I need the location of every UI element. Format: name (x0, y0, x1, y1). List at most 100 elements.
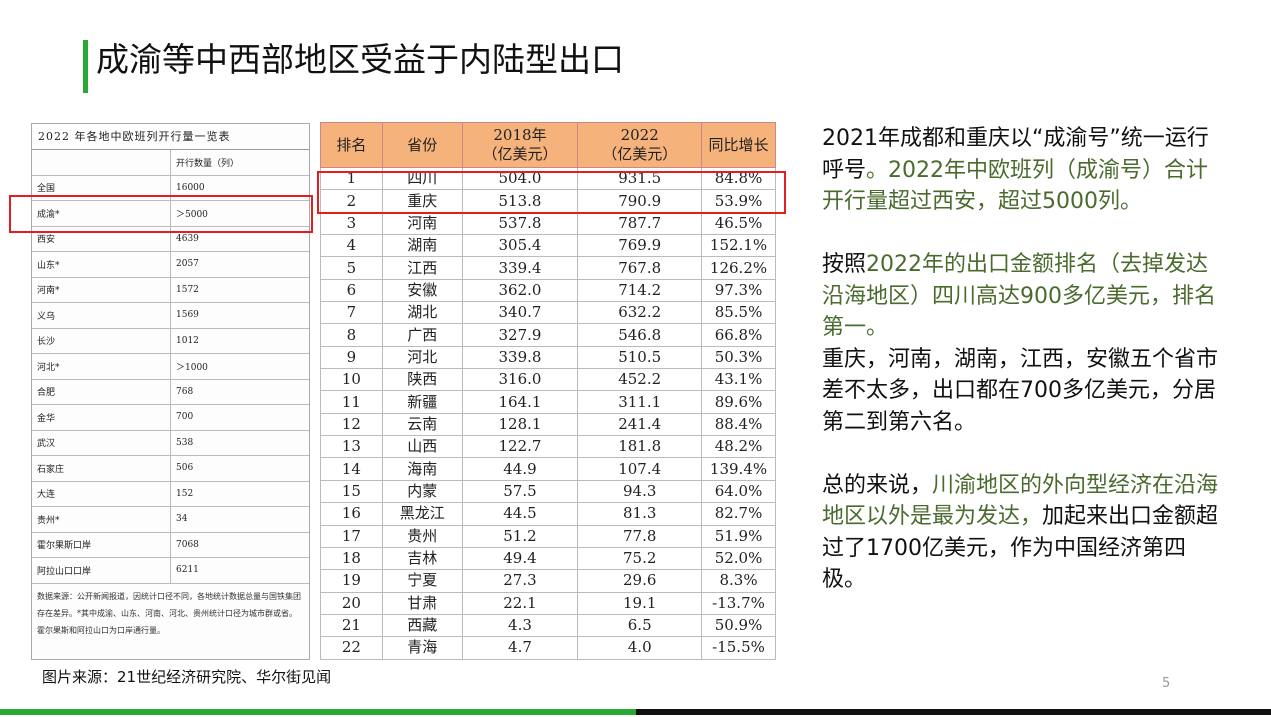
rank-cell: 15 (320, 479, 383, 504)
left-table-title: 2022 年各地中欧班列开行量一览表 (32, 124, 309, 150)
paragraph-2: 按照2022年的出口金额排名（去掉发达沿海地区）四川高达900多亿美元，排名第一… (822, 249, 1222, 344)
province-cell: 贵州 (381, 524, 463, 548)
left-table-count: ＞1000 (176, 362, 208, 373)
value-2022-cell: 19.1 (577, 591, 703, 615)
rank-cell: 12 (320, 412, 383, 437)
rank-cell: 18 (320, 546, 383, 571)
left-table-row: 贵州* 34 (32, 507, 309, 533)
rank-cell: 11 (320, 390, 383, 414)
left-table-row: 金华 700 (32, 405, 309, 431)
highlight-box-chengyu (9, 195, 313, 233)
left-table-count: 538 (176, 437, 194, 448)
value-2022-cell: 94.3 (577, 479, 703, 504)
table-row: 16 黑龙江 44.5 81.3 82.7% (320, 502, 776, 526)
value-2022-cell: 311.1 (577, 390, 703, 414)
province-cell: 云南 (381, 412, 463, 437)
p1-highlight: 。2022年中欧班列（成渝号）合计开行量超过西安，超过5000列。 (822, 157, 1209, 215)
value-2022-cell: 546.8 (577, 323, 703, 347)
value-2018-cell: 316.0 (461, 368, 579, 392)
province-cell: 西藏 (381, 613, 463, 638)
header-rank: 排名 (320, 122, 383, 168)
growth-cell: 53.9% (701, 189, 776, 213)
rank-cell: 22 (320, 636, 383, 660)
page-number: 5 (1162, 676, 1171, 691)
value-2022-cell: 77.8 (577, 524, 703, 548)
province-cell: 安徽 (381, 278, 463, 303)
table-row: 17 贵州 51.2 77.8 51.9% (320, 524, 776, 548)
province-cell: 山西 (381, 435, 463, 459)
rank-cell: 8 (320, 323, 383, 347)
rank-cell: 3 (320, 211, 383, 236)
value-2022-cell: 632.2 (577, 301, 703, 325)
growth-cell: 46.5% (701, 211, 776, 236)
left-table-count: 6211 (176, 565, 199, 576)
rank-cell: 7 (320, 301, 383, 325)
growth-cell: 89.6% (701, 390, 776, 414)
growth-cell: 152.1% (701, 234, 776, 258)
growth-cell: 50.3% (701, 345, 776, 370)
rank-cell: 13 (320, 435, 383, 459)
table-row: 21 西藏 4.3 6.5 50.9% (320, 613, 776, 638)
value-2022-cell: 510.5 (577, 345, 703, 370)
value-2018-cell: 4.3 (461, 613, 579, 638)
province-cell: 内蒙 (381, 479, 463, 504)
left-table-header-cell (32, 150, 171, 175)
p4-text: 总的来说， (822, 472, 933, 498)
left-table-row: 大连 152 (32, 481, 309, 507)
value-2018-cell: 44.9 (461, 457, 579, 481)
left-table-count: 7068 (176, 539, 199, 550)
table-row: 8 广西 327.9 546.8 66.8% (320, 323, 776, 347)
left-table-region: 河北* (32, 354, 171, 379)
left-table-note: 数据来源：公开新闻报道，因统计口径不同，各地统计数据总量与国铁集团存在差异。*其… (37, 591, 301, 635)
left-table-row: 山东* 2057 (32, 252, 309, 278)
left-table-region: 河南* (32, 277, 171, 302)
paragraph-3: 重庆，河南，湖南，江西，安徽五个省市差不太多，出口都在700多亿美元，分居第二到… (822, 346, 1219, 435)
left-table-region: 山东* (32, 252, 171, 277)
header-2018: 2018年 （亿美元） (461, 122, 579, 168)
left-table-region: 金华 (32, 405, 171, 430)
table-row: 19 宁夏 27.3 29.6 8.3% (320, 569, 776, 593)
table-row: 20 甘肃 22.1 19.1 -13.7% (320, 591, 776, 615)
export-ranking-table: 排名 省份 2018年 （亿美元） 2022 （亿美元） 同比增长 1 四川 504… (320, 122, 776, 660)
growth-cell: 88.4% (701, 412, 776, 437)
left-table-region: 霍尔果斯口岸 (32, 532, 171, 557)
province-cell: 甘肃 (381, 591, 463, 615)
left-table-count: 768 (176, 386, 194, 397)
left-table-count: 506 (176, 463, 194, 474)
left-table-row: 河南* 1572 (32, 277, 309, 303)
value-2018-cell: 27.3 (461, 569, 579, 593)
left-table-region: 西安 (32, 226, 171, 251)
province-cell: 湖北 (381, 301, 463, 325)
left-table-region: 合肥 (32, 379, 171, 404)
table-row: 7 湖北 340.7 632.2 85.5% (320, 301, 776, 325)
value-2018-cell: 44.5 (461, 502, 579, 526)
province-cell: 宁夏 (381, 569, 463, 593)
growth-cell: 48.2% (701, 435, 776, 459)
left-table-row: 河北* ＞1000 (32, 354, 309, 380)
left-table-region: 义乌 (32, 303, 171, 328)
value-2018-cell: 122.7 (461, 435, 579, 459)
value-2022-cell: 714.2 (577, 278, 703, 303)
value-2018-cell: 327.9 (461, 323, 579, 347)
value-2018-cell: 339.8 (461, 345, 579, 370)
province-cell: 黑龙江 (381, 502, 463, 526)
header-2022: 2022 （亿美元） (577, 122, 703, 168)
growth-cell: 82.7% (701, 502, 776, 526)
province-cell: 海南 (381, 457, 463, 481)
table-header-row: 排名 省份 2018年 （亿美元） 2022 （亿美元） 同比增长 (320, 122, 776, 168)
growth-cell: 52.0% (701, 546, 776, 571)
p2-text: 按照 (822, 252, 867, 277)
province-cell: 河北 (381, 345, 463, 370)
value-2018-cell: 340.7 (461, 301, 579, 325)
value-2022-cell: 6.5 (577, 613, 703, 638)
left-table-row: 西安 4639 (32, 226, 309, 252)
left-table-count: 34 (176, 514, 188, 525)
left-table-region: 贵州* (32, 507, 171, 532)
province-cell: 广西 (381, 323, 463, 347)
p2-highlight: 2022年的出口金额排名（去掉发达沿海地区）四川高达900多亿美元，排名第一。 (822, 252, 1216, 340)
left-table-region: 石家庄 (32, 456, 171, 481)
title-accent-bar (83, 40, 88, 93)
left-table-region: 全国 (32, 175, 171, 200)
image-source: 图片来源：21世纪经济研究院、华尔街见闻 (42, 668, 332, 686)
left-image-table: 2022 年各地中欧班列开行量一览表 开行数量（列） 全国 16000 成渝* ＞50… (31, 123, 310, 660)
